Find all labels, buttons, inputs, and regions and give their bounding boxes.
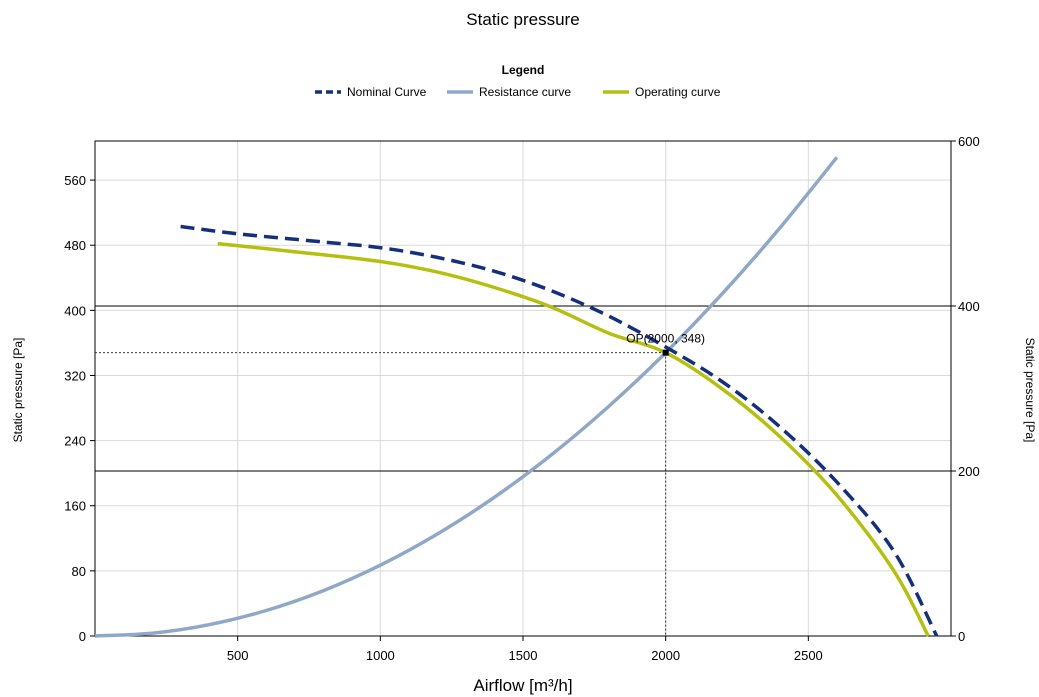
operating-point-label: OP(2000, 348) [626,332,705,346]
x-tick-label: 1500 [509,648,538,663]
x-tick-label: 1000 [366,648,395,663]
operating-point-marker [662,349,669,356]
y-right-tick-label: 0 [958,629,965,644]
x-axis-label: Airflow [m³/h] [473,676,572,695]
y-left-tick-label: 80 [72,564,86,579]
y-left-tick-label: 560 [64,173,86,188]
y-left-tick-label: 400 [64,303,86,318]
series-line-operating-curve [217,241,930,637]
legend-title: Legend [502,63,545,77]
y-right-tick-label: 400 [958,299,980,314]
operating-point-layer: OP(2000, 348) [95,332,705,636]
legend: Legend Nominal Curve Resistance curve Oper… [315,63,721,99]
y-right-tick-label: 200 [958,464,980,479]
y-axis-label-left: Static pressure [Pa] [11,338,25,443]
series-line-resistance-curve [94,156,839,638]
y-right-tick-label: 600 [958,134,980,149]
y-left-tick-label: 0 [79,629,86,644]
y-axis-label-right: Static pressure [Pa] [1023,338,1037,443]
legend-entry-label: Operating curve [635,85,721,99]
legend-entry-label: Resistance curve [479,85,571,99]
x-tick-label: 2000 [651,648,680,663]
y-left-tick-label: 240 [64,434,86,449]
gridlines [95,141,951,636]
chart-title: Static pressure [466,10,579,29]
y-left-tick-label: 480 [64,238,86,253]
y-left-tick-label: 320 [64,368,86,383]
x-tick-label: 2500 [794,648,823,663]
x-tick-label: 500 [227,648,249,663]
y-left-tick-label: 160 [64,499,86,514]
legend-entry-label: Nominal Curve [347,85,427,99]
axes: 500 1000 1500 2000 2500080160240320400480560… [64,134,979,663]
series-line-nominal-curve [180,224,939,637]
series-lines [94,156,939,638]
